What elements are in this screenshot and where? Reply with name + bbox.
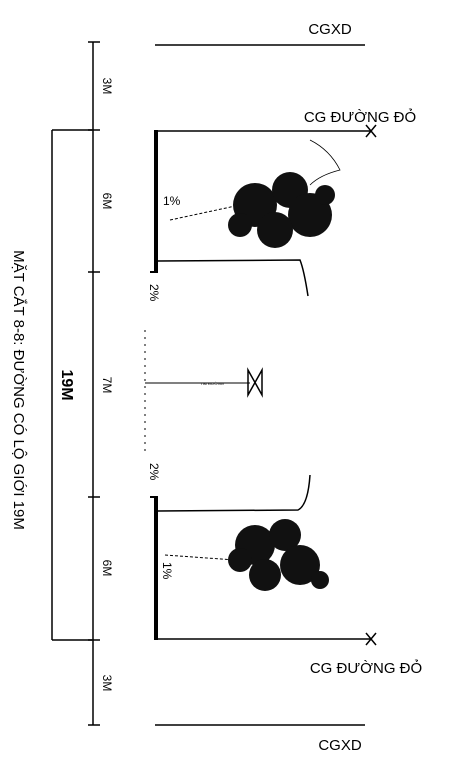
segment-label: 3M xyxy=(100,675,114,692)
center-label: TIM ĐƯỜNG xyxy=(200,381,224,386)
top-sidewalk xyxy=(150,124,377,297)
tree-bottom xyxy=(228,519,329,591)
total-bracket xyxy=(51,129,92,641)
dimension-line xyxy=(88,41,100,726)
slope-label: 1% xyxy=(163,194,181,208)
red-line-label: CG ĐƯỜNG ĐỎ xyxy=(310,659,422,677)
title: MẶT CẮT 8-8: ĐƯỜNG CÓ LỘ GIỚI 19M xyxy=(10,250,28,530)
segment-label: 6M xyxy=(100,560,114,577)
segment-label: 7M xyxy=(100,377,114,394)
slope-label: 2% xyxy=(147,284,161,302)
tree-top xyxy=(228,172,335,248)
total-width: 19M xyxy=(58,369,75,400)
cgxd-label: CGXD xyxy=(318,737,362,754)
segment-label: 6M xyxy=(100,193,114,210)
bottom-sidewalk xyxy=(150,474,377,646)
cgxd-label: CGXD xyxy=(308,21,352,38)
slope-label: 2% xyxy=(147,463,161,481)
center-line xyxy=(144,330,263,455)
red-line-label: CG ĐƯỜNG ĐỎ xyxy=(304,108,416,126)
segment-label: 3M xyxy=(100,78,114,95)
slope-label: 1% xyxy=(160,562,174,580)
